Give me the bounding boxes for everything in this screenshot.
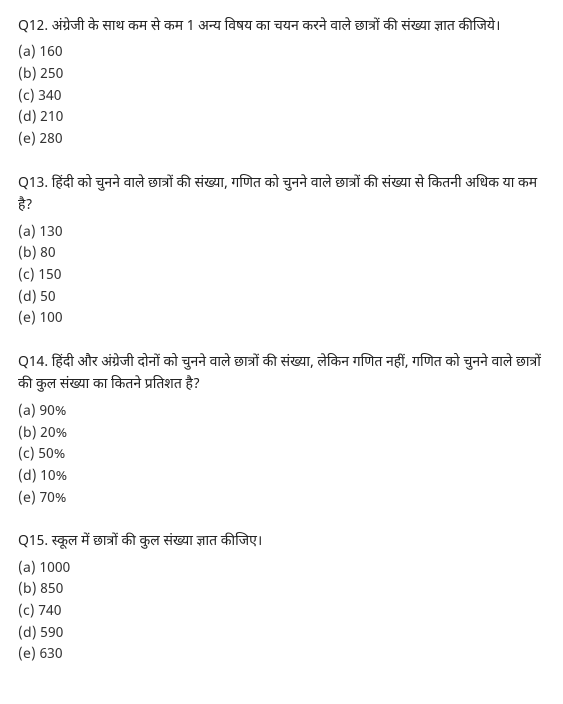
question-block: Q14. हिंदी और अंग्रेजी दोनों को चुनने वा… <box>18 352 545 509</box>
option-a: (a) 90% <box>18 401 545 423</box>
question-block: Q12. अंग्रेजी के साथ कम से कम 1 अन्य विष… <box>18 16 545 151</box>
option-a: (a) 160 <box>18 42 545 64</box>
option-d: (d) 50 <box>18 287 545 309</box>
question-number: Q15. <box>18 532 48 551</box>
option-b: (b) 20% <box>18 423 545 445</box>
option-d: (d) 590 <box>18 623 545 645</box>
question-text: Q13. हिंदी को चुनने वाले छात्रों की संख्… <box>18 173 545 218</box>
option-c: (c) 50% <box>18 444 545 466</box>
option-e: (e) 630 <box>18 644 545 666</box>
question-text: Q14. हिंदी और अंग्रेजी दोनों को चुनने वा… <box>18 352 545 397</box>
option-b: (b) 80 <box>18 243 545 265</box>
option-a: (a) 130 <box>18 222 545 244</box>
option-c: (c) 150 <box>18 265 545 287</box>
option-c: (c) 340 <box>18 86 545 108</box>
question-body: स्कूल में छात्रों की कुल संख्या ज्ञात की… <box>52 532 262 551</box>
question-number: Q13. <box>18 174 48 193</box>
question-block: Q13. हिंदी को चुनने वाले छात्रों की संख्… <box>18 173 545 330</box>
question-block: Q15. स्कूल में छात्रों की कुल संख्या ज्ञ… <box>18 531 545 666</box>
option-d: (d) 210 <box>18 107 545 129</box>
option-e: (e) 280 <box>18 129 545 151</box>
question-number: Q12. <box>18 17 48 36</box>
question-body: अंग्रेजी के साथ कम से कम 1 अन्य विषय का … <box>52 17 501 36</box>
question-body: हिंदी को चुनने वाले छात्रों की संख्या, ग… <box>18 174 537 215</box>
question-body: हिंदी और अंग्रेजी दोनों को चुनने वाले छा… <box>18 353 541 394</box>
question-text: Q12. अंग्रेजी के साथ कम से कम 1 अन्य विष… <box>18 16 545 38</box>
option-c: (c) 740 <box>18 601 545 623</box>
option-b: (b) 850 <box>18 579 545 601</box>
question-text: Q15. स्कूल में छात्रों की कुल संख्या ज्ञ… <box>18 531 545 553</box>
option-e: (e) 100 <box>18 308 545 330</box>
option-e: (e) 70% <box>18 488 545 510</box>
option-a: (a) 1000 <box>18 558 545 580</box>
option-d: (d) 10% <box>18 466 545 488</box>
option-b: (b) 250 <box>18 64 545 86</box>
question-number: Q14. <box>18 353 48 372</box>
